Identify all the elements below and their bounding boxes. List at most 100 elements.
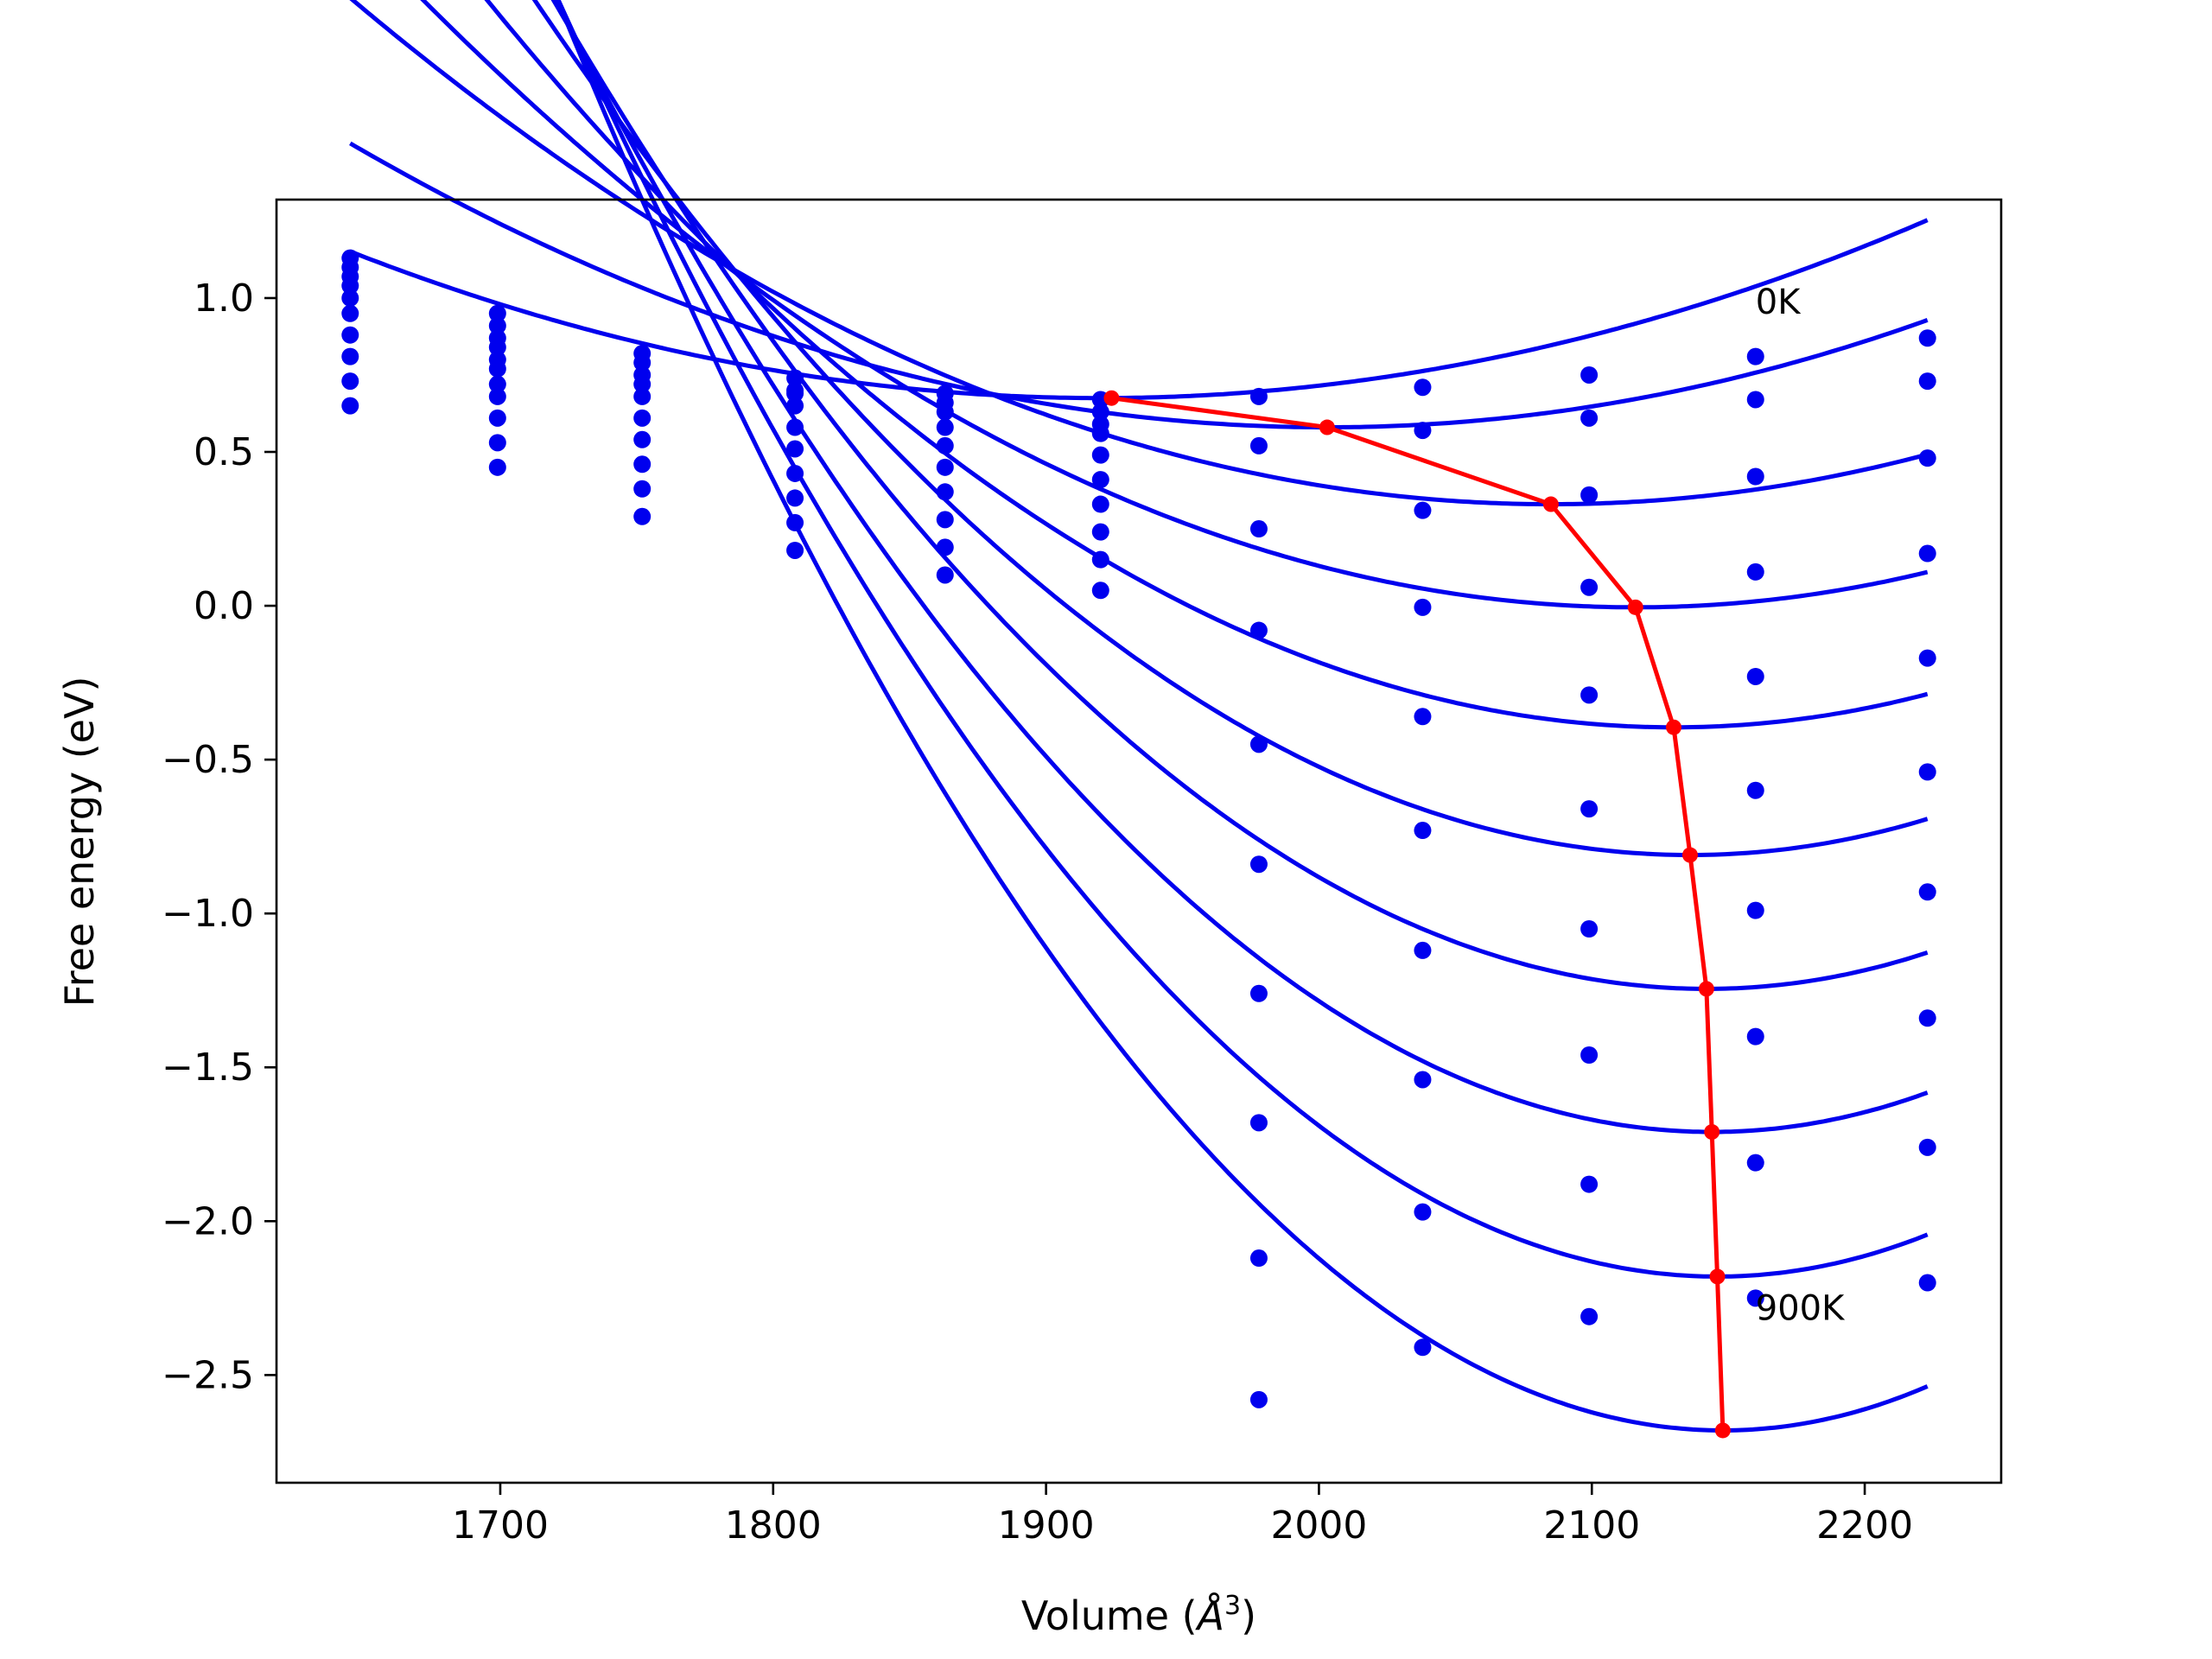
data-point [1580,919,1599,938]
data-point [341,326,359,344]
data-point [1249,387,1268,405]
data-point [633,353,652,372]
data-point [786,397,804,415]
data-point [1091,471,1109,489]
data-point [1091,550,1109,569]
data-point [1746,563,1764,581]
data-point [786,489,804,507]
data-point [341,347,359,365]
annotations: 0K 900K [1756,283,1846,1328]
data-point [633,409,652,427]
data-point [1414,822,1432,840]
data-point [1580,365,1599,384]
data-point [1091,424,1109,442]
data-point [341,289,359,307]
data-point [1249,621,1268,639]
data-point [1918,329,1936,347]
minimum-point [1704,1124,1720,1141]
data-point [1249,436,1268,454]
x-tick-label: 1800 [725,1503,822,1548]
minima-line [1111,396,1726,1431]
data-point [1414,501,1432,519]
data-point [1746,1289,1764,1307]
minimum-point [1103,390,1120,406]
data-point [786,440,804,458]
data-point [633,507,652,525]
data-point [488,458,506,476]
data-point [1249,520,1268,538]
data-point [936,511,954,529]
data-point [488,317,506,335]
fit-curve-3 [420,0,1929,610]
data-point [1091,403,1109,421]
data-point [1414,1338,1432,1357]
data-point [633,480,652,498]
minimum-point [1714,1422,1731,1439]
minimum-point [1542,496,1559,512]
data-point [1414,708,1432,726]
y-tick-label: −2.5 [162,1353,254,1397]
data-point [1414,941,1432,959]
curve-annotation: 900K [1756,1288,1846,1328]
data-point [1091,446,1109,464]
data-point [488,387,506,405]
data-point [1580,486,1599,504]
data-point [1414,422,1432,440]
data-point [488,434,506,452]
data-point [786,418,804,436]
data-point [1580,1175,1599,1193]
data-point [1746,781,1764,799]
fit-curve-1 [349,141,1929,429]
data-point [936,436,954,454]
y-tick-label: −2.0 [162,1199,254,1243]
data-point [936,538,954,556]
x-tick-label: 2200 [1816,1503,1913,1548]
data-point [1414,1071,1432,1089]
data-point [633,430,652,448]
y-tick-label: 1.0 [194,276,254,321]
y-tick-label: 0.5 [194,430,254,474]
data-point [1249,1114,1268,1132]
data-point [1414,378,1432,397]
data-point [1091,523,1109,541]
y-tick-label: 0.0 [194,584,254,628]
minimum-point [1709,1268,1726,1285]
x-tick-label: 1700 [452,1503,549,1548]
fit-curve-6 [550,0,1929,991]
data-point [1580,578,1599,596]
y-axis-label: Free energy (eV) [56,677,103,1007]
fit-curve-4 [484,0,1929,730]
data-point [1918,449,1936,467]
data-point [786,369,804,387]
data-point [1249,855,1268,874]
data-point [1918,1274,1936,1292]
data-point [488,409,506,427]
y-tick-label: −1.0 [162,892,254,936]
fit-curve-8 [556,0,1929,1279]
data-point [936,458,954,476]
data-point [633,387,652,405]
data-point [786,464,804,482]
data-point [488,338,506,356]
x-tick-label: 2100 [1543,1503,1640,1548]
data-point [936,418,954,436]
data-point [633,375,652,393]
data-point [1918,763,1936,781]
data-point [341,372,359,391]
x-tick-label: 2000 [1270,1503,1367,1548]
data-point [1918,544,1936,563]
fit-curve-7 [553,0,1929,1135]
data-point [1746,1154,1764,1172]
data-point [1091,495,1109,513]
data-point [786,513,804,531]
data-point [1580,1307,1599,1325]
data-point [786,541,804,559]
data-point [936,403,954,421]
plot-area [341,0,1936,1439]
data-point [1918,1138,1936,1156]
data-point [1414,1203,1432,1221]
data-point [1746,347,1764,365]
data-point [1580,409,1599,427]
